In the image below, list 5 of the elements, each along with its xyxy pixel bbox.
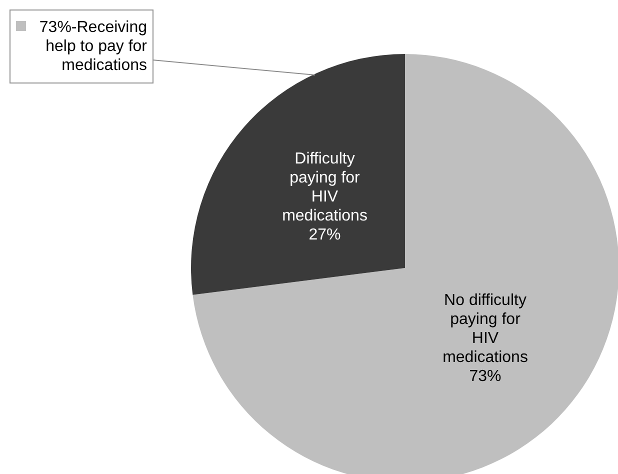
slice-label: Difficulty paying for HIV medications — [282, 150, 368, 224]
slice-label: No difficulty paying for HIV medications — [442, 292, 528, 366]
data-label: 27% — [308, 226, 341, 244]
text: 73%-Receiving help to pay for medications — [39, 19, 148, 74]
data-label: 73% — [469, 368, 502, 385]
